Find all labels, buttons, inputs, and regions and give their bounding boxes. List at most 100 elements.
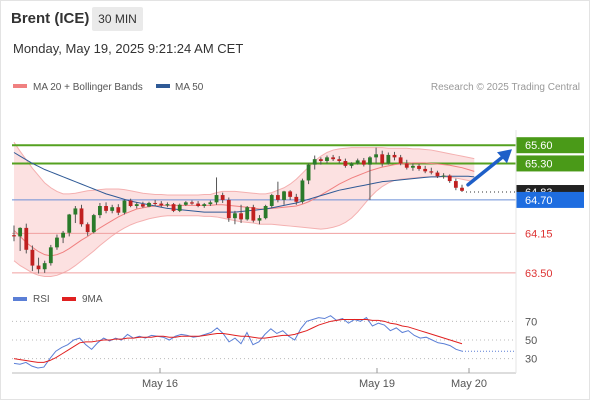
candle — [30, 245, 35, 272]
candle — [318, 157, 323, 165]
candle — [79, 204, 84, 227]
candle — [208, 200, 213, 206]
resistance-label: 65.60 — [525, 140, 553, 152]
candle-body — [147, 202, 151, 207]
support-label: 64.15 — [525, 228, 553, 240]
candle — [140, 201, 145, 208]
candle — [202, 202, 207, 208]
candle — [214, 177, 219, 205]
x-tick-label: May 20 — [451, 378, 487, 390]
candle — [429, 167, 434, 175]
candle — [263, 204, 268, 220]
candle — [110, 204, 115, 214]
candle-body — [275, 195, 280, 200]
candle — [294, 193, 299, 205]
candle-body — [165, 204, 170, 206]
candle-body — [208, 202, 213, 205]
bollinger-upper — [13, 141, 475, 196]
forecast-arrow-shaft — [466, 152, 508, 187]
candle — [331, 154, 336, 162]
candle-body — [325, 157, 329, 162]
candle-body — [288, 191, 293, 197]
candle-body — [368, 157, 372, 165]
candle-body — [423, 168, 428, 172]
candle — [36, 257, 41, 274]
candle — [220, 192, 225, 203]
candle — [67, 213, 72, 237]
datetime-label: Monday, May 19, 2025 9:21:24 AM CET — [13, 41, 244, 56]
candle-body — [239, 213, 243, 220]
candle — [245, 206, 250, 221]
candle — [159, 201, 164, 208]
candle-body — [404, 163, 409, 168]
candle-body — [18, 227, 23, 237]
candle-body — [36, 265, 41, 270]
candle-body — [447, 175, 452, 182]
candle — [24, 223, 29, 254]
x-axis-ticks: May 16 May 19 May 20 — [142, 368, 487, 390]
candle-body — [435, 172, 440, 177]
ma50-legend-label: MA 50 — [175, 82, 204, 93]
candle — [392, 151, 397, 161]
candle-body — [61, 232, 65, 238]
candle-body — [251, 207, 256, 221]
candle — [104, 202, 108, 214]
candle — [116, 204, 121, 216]
candle-body — [183, 202, 188, 205]
rsi-tick-label: 30 — [525, 354, 537, 366]
candle — [269, 193, 274, 208]
candle — [282, 190, 286, 205]
moving-averages — [13, 152, 475, 257]
candle-body — [91, 215, 96, 233]
x-tick-label: May 19 — [359, 378, 395, 390]
candle — [177, 203, 182, 213]
credit-label: Research © 2025 Trading Central — [431, 82, 580, 93]
candle-body — [190, 202, 194, 204]
candle-body — [300, 180, 305, 202]
candle — [404, 159, 409, 170]
forecast-arrow — [466, 149, 512, 187]
bb-legend-label: MA 20 + Bollinger Bands — [33, 82, 143, 93]
candle — [73, 206, 78, 224]
candle-body — [202, 204, 207, 206]
candle-body — [460, 187, 464, 191]
candle-body — [67, 214, 72, 233]
candle — [300, 178, 305, 204]
candle — [447, 174, 452, 183]
candle — [251, 204, 256, 223]
candle — [165, 202, 170, 208]
candle-body — [171, 204, 176, 211]
rsi-ma-line — [13, 318, 463, 363]
candle-body — [122, 200, 127, 213]
pivot-label-bg — [516, 191, 584, 208]
candle-body — [30, 249, 35, 266]
candle-body — [98, 206, 102, 216]
candle — [134, 202, 139, 209]
candle — [337, 156, 342, 164]
candle — [423, 165, 428, 174]
candle-body — [312, 159, 317, 165]
candle-body — [374, 154, 378, 158]
candle — [196, 201, 201, 208]
candle-body — [214, 195, 219, 203]
candle — [386, 152, 391, 165]
candle-body — [386, 154, 391, 164]
candle-body — [263, 206, 268, 219]
candle-body — [79, 208, 84, 225]
instrument-title: Brent (ICE) — [11, 10, 90, 27]
candle-body — [441, 175, 446, 177]
candle-body — [453, 181, 458, 188]
ma9-legend-swatch — [62, 297, 76, 301]
candle — [55, 234, 59, 250]
candle-body — [245, 207, 250, 220]
candle — [91, 213, 96, 234]
candle — [171, 202, 176, 213]
candle — [374, 147, 378, 164]
candle — [42, 260, 47, 273]
candle — [453, 178, 458, 191]
candle-body — [282, 191, 286, 200]
candle — [12, 225, 16, 242]
ma50-legend-swatch — [156, 84, 170, 88]
timeframe-badge[interactable]: 30 MIN — [92, 7, 143, 31]
